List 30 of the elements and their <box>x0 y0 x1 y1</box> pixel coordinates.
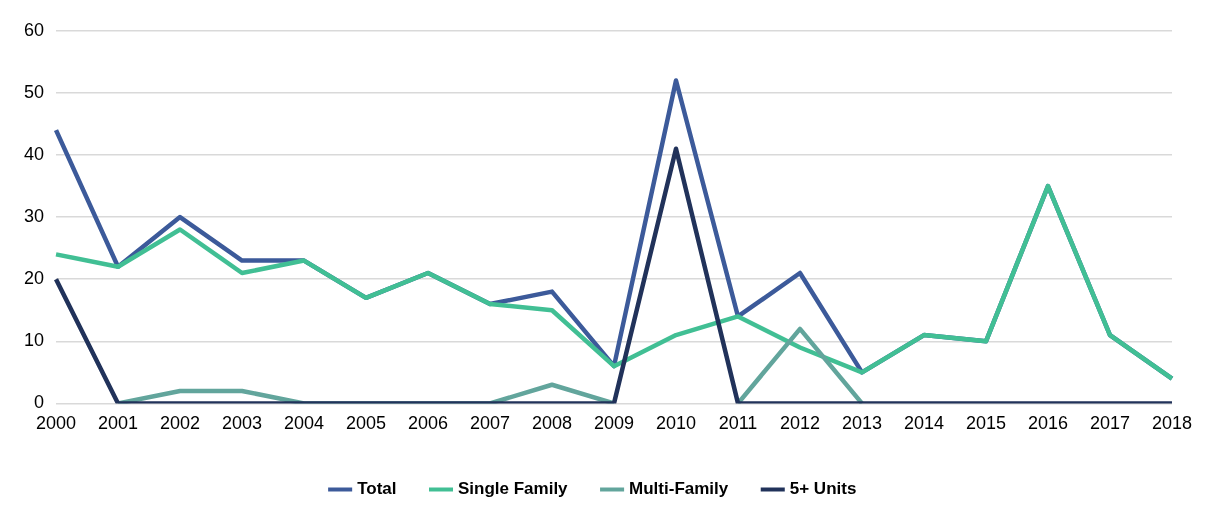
x-tick-label: 2018 <box>1151 413 1192 434</box>
x-tick-label: 2016 <box>1027 413 1069 434</box>
y-tick-label: 0 <box>34 392 45 413</box>
x-tick-label: 2013 <box>841 413 883 434</box>
legend-label: Total <box>357 479 397 499</box>
y-tick-label: 10 <box>23 330 45 351</box>
y-tick-label: 50 <box>23 81 45 102</box>
x-tick-label: 2011 <box>718 413 758 434</box>
x-tick-label: 2015 <box>965 413 1007 434</box>
x-tick-label: 2014 <box>903 413 945 434</box>
x-tick-label: 2004 <box>283 413 325 434</box>
x-tick-label: 2006 <box>407 413 449 434</box>
x-tick-label: 2012 <box>779 413 821 434</box>
x-tick-label: 2005 <box>345 413 387 434</box>
legend-label: Multi-Family <box>629 479 729 499</box>
y-tick-label: 20 <box>23 268 45 289</box>
x-tick-label: 2002 <box>159 413 201 434</box>
legend-label: Single Family <box>457 479 569 499</box>
x-tick-label: 2017 <box>1089 413 1130 434</box>
x-tick-label: 2003 <box>221 413 263 434</box>
y-tick-label: 30 <box>23 206 45 227</box>
x-tick-label: 2000 <box>36 413 77 434</box>
legend-label: 5+ Units <box>789 479 857 499</box>
x-tick-label: 2008 <box>531 413 573 434</box>
x-tick-label: 2001 <box>98 413 139 434</box>
x-tick-label: 2010 <box>655 413 697 434</box>
y-tick-label: 40 <box>23 143 45 164</box>
x-tick-label: 2009 <box>593 413 635 434</box>
y-tick-label: 60 <box>23 19 45 40</box>
x-tick-label: 2007 <box>469 413 511 434</box>
